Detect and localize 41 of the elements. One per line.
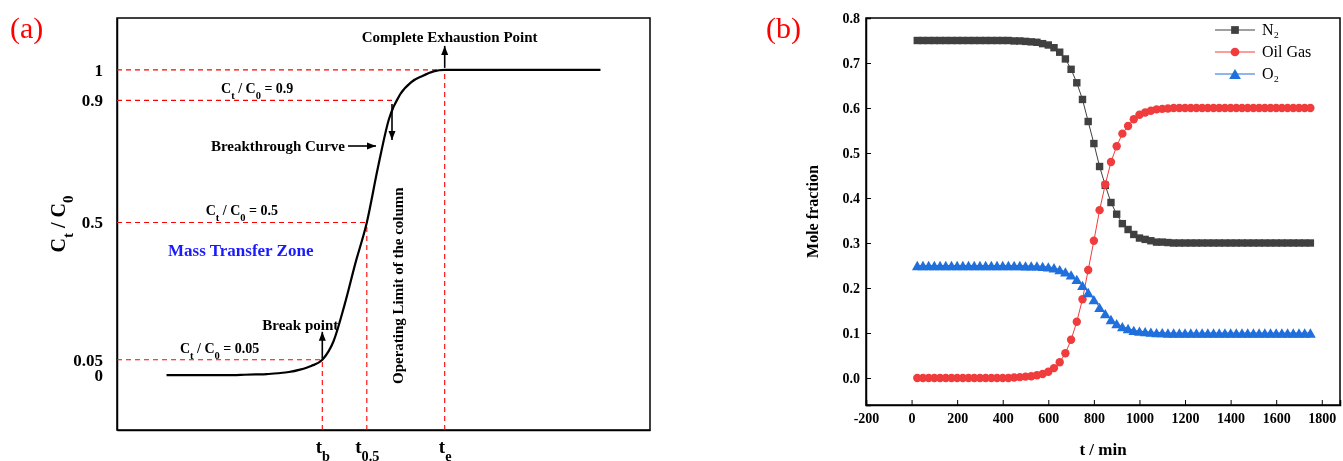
x-tick-label: t$_{e}$ — [438, 436, 452, 461]
x-axis-title: t / min — [1079, 440, 1128, 459]
y-tick-label: 0.5 — [81, 213, 103, 233]
x-tick-label: 1400 — [1217, 410, 1246, 426]
annotation: Break point — [262, 316, 339, 333]
x-tick-label: 1000 — [1125, 410, 1154, 426]
legend-label: O₂ — [1262, 65, 1280, 82]
annotation: Operating Limit of the column — [390, 186, 406, 384]
legend-label: N₂ — [1262, 21, 1280, 38]
x-tick-label: 200 — [947, 410, 969, 426]
y-tick-label: 0.3 — [842, 235, 860, 251]
ref-line-label: C$_{t}$ / C$_{0}$ = 0.9 — [221, 81, 294, 101]
x-tick-label: t$_{b}$ — [315, 436, 330, 461]
annotation: Breakthrough Curve — [210, 138, 346, 154]
y-tick-label: 0.1 — [842, 325, 860, 341]
ref-line-label: C$_{t}$ / C$_{0}$ = 0.05 — [179, 340, 260, 361]
y-tick-label: 0.8 — [842, 10, 860, 26]
legend-label: Oil Gas — [1262, 43, 1312, 60]
ref-line-label: C$_{t}$ / C$_{0}$ = 0.5 — [205, 203, 279, 223]
y-axis-title: Mole fraction — [804, 164, 821, 258]
annotation: Mass Transfer Zone — [168, 241, 314, 260]
y-tick-label: 0.5 — [842, 145, 860, 161]
y-tick-label: 0.7 — [842, 55, 860, 71]
annotation: Complete Exhaustion Point — [361, 28, 538, 45]
y-tick-label: 0.6 — [842, 100, 860, 116]
y-tick-label: 1 — [94, 60, 103, 80]
x-tick-label: 600 — [1038, 410, 1060, 426]
y-tick-label: 0.0 — [842, 370, 860, 386]
y-tick-label: 0.9 — [81, 91, 103, 111]
x-tick-label: 1800 — [1308, 410, 1337, 426]
chart-title: (b) — [766, 11, 801, 45]
x-tick-label: t$_{0.5}$ — [355, 436, 380, 461]
chart-title: (a) — [10, 11, 44, 45]
x-tick-label: 1200 — [1171, 410, 1200, 426]
y-tick-label: 0.2 — [842, 280, 860, 296]
y-tick-label: 0.4 — [842, 190, 860, 206]
x-tick-label: 0 — [908, 410, 916, 426]
x-tick-label: -200 — [853, 410, 880, 426]
x-tick-label: 1600 — [1262, 410, 1291, 426]
x-tick-label: 400 — [992, 410, 1014, 426]
x-tick-label: 800 — [1083, 410, 1105, 426]
